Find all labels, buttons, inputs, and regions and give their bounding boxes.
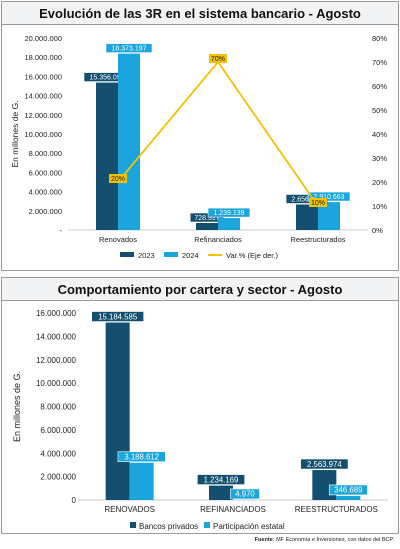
y-tick-label: 10.000.000 xyxy=(36,379,77,388)
legend-label: Var.% (Eje der.) xyxy=(226,251,278,260)
y2-tick-label: 80% xyxy=(372,34,387,43)
data-label-bg xyxy=(117,451,166,463)
y-tick-label: 12.000.000 xyxy=(36,356,77,365)
line-label: 70% xyxy=(211,56,225,63)
legend-swatch xyxy=(120,252,134,257)
y-tick-label: 2.000.000 xyxy=(40,473,76,482)
bar xyxy=(196,223,218,230)
data-label: 2.910.663 xyxy=(313,194,344,201)
y-tick-label: 6.000.000 xyxy=(29,168,62,177)
data-label: 2.563.974 xyxy=(307,460,342,469)
data-label-bg xyxy=(105,43,153,53)
y2-tick-label: 0% xyxy=(372,226,383,235)
x-tick-label: REFINANCIADOS xyxy=(200,505,266,514)
bar xyxy=(105,322,130,500)
y-tick-label: 8.000.000 xyxy=(40,403,76,412)
data-label-bg xyxy=(328,484,368,496)
y-axis-title: En millones de G. xyxy=(12,371,22,442)
x-tick-label: Reestructurados xyxy=(290,235,345,244)
data-label-bg xyxy=(307,191,351,202)
data-label: 18.373.197 xyxy=(111,46,146,53)
chart-1-header: Evolución de las 3R en el sistema bancar… xyxy=(2,2,398,25)
y-tick-label: 16.000.000 xyxy=(24,72,62,81)
data-label-bg xyxy=(300,458,349,470)
line-label: 10% xyxy=(311,200,325,207)
data-label: 2.656.788 xyxy=(291,196,322,203)
data-label: 1.234.169 xyxy=(204,475,239,484)
y2-tick-label: 60% xyxy=(372,82,387,91)
y-tick-label: 16.000.000 xyxy=(36,309,77,318)
legend-label: Participación estatal xyxy=(213,522,285,531)
bar xyxy=(118,53,140,230)
y-tick-label: 12.000.000 xyxy=(24,111,62,120)
data-label: 15.356.092 xyxy=(89,75,124,82)
line-label-bg xyxy=(209,54,227,63)
data-label: 3.188.612 xyxy=(124,453,159,462)
legend-swatch xyxy=(164,252,178,257)
y2-tick-label: 20% xyxy=(372,178,387,187)
y-tick-label: 20.000.000 xyxy=(24,34,62,43)
y-tick-label: 14.000.000 xyxy=(24,92,62,101)
y-tick-label: 4.000.000 xyxy=(40,449,76,458)
x-tick-label: RENOVADOS xyxy=(104,505,155,514)
bar xyxy=(129,462,154,500)
y2-tick-label: 30% xyxy=(372,154,387,163)
y-tick-label: 14.000.000 xyxy=(36,332,77,341)
data-label: 728.317 xyxy=(194,215,219,222)
legend-swatch xyxy=(130,522,136,528)
chart-2-header: Comportamiento por cartera y sector - Ag… xyxy=(2,278,398,301)
data-label: 15.184.585 xyxy=(98,312,138,321)
data-label-bg xyxy=(230,488,260,500)
line-label: 20% xyxy=(111,176,125,183)
data-label-bg xyxy=(91,311,144,322)
data-label: 346.689 xyxy=(334,486,362,495)
legend-label: 2024 xyxy=(182,251,199,260)
bar xyxy=(96,82,118,231)
chart-panel-2: Comportamiento por cartera y sector - Ag… xyxy=(1,277,399,534)
data-label-bg xyxy=(207,207,251,218)
footer-label: Fuente: xyxy=(254,537,275,543)
y2-tick-label: 40% xyxy=(372,130,387,139)
source-footer: Fuente: MF Economía e Inversiones, con d… xyxy=(255,537,394,543)
chart-1-title: Evolución de las 3R en el sistema bancar… xyxy=(39,5,361,21)
x-tick-label: REESTRUCTURADOS xyxy=(295,505,378,514)
y-tick-label: 4.000.000 xyxy=(29,188,62,197)
bar xyxy=(296,204,318,230)
data-label: 1.239.139 xyxy=(213,210,244,217)
legend-label: 2023 xyxy=(138,251,155,260)
y2-tick-label: 70% xyxy=(372,58,387,67)
footer-text: MF Economía e Inversiones, con datos del… xyxy=(276,537,394,543)
y2-tick-label: 10% xyxy=(372,202,387,211)
y2-tick-label: 50% xyxy=(372,106,387,115)
bar xyxy=(218,218,240,230)
y-tick-label: 0 xyxy=(72,496,77,505)
y-tick-label: 2.000.000 xyxy=(29,207,62,216)
data-label: 4.970 xyxy=(235,490,255,499)
y-tick-label: 18.000.000 xyxy=(24,53,62,62)
x-tick-label: Renovados xyxy=(99,235,137,244)
data-label-bg xyxy=(189,212,225,223)
y-axis-title: En millones de G. xyxy=(10,100,20,167)
bar xyxy=(209,485,233,500)
bar xyxy=(336,495,361,500)
bar xyxy=(318,202,340,230)
chart-2-title: Comportamiento por cartera y sector - Ag… xyxy=(57,281,343,297)
line-series xyxy=(117,60,319,207)
legend-swatch xyxy=(204,522,210,528)
y-tick-label: 10.000.000 xyxy=(24,130,62,139)
y-tick-label: - xyxy=(60,226,63,235)
y-tick-label: 6.000.000 xyxy=(40,426,76,435)
data-label-bg xyxy=(197,474,246,485)
legend-label: Bancos privados xyxy=(139,522,198,531)
x-tick-label: Refinanciados xyxy=(194,235,242,244)
line-label-bg xyxy=(309,198,327,207)
line-label-bg xyxy=(109,174,127,183)
y-tick-label: 8.000.000 xyxy=(29,149,62,158)
